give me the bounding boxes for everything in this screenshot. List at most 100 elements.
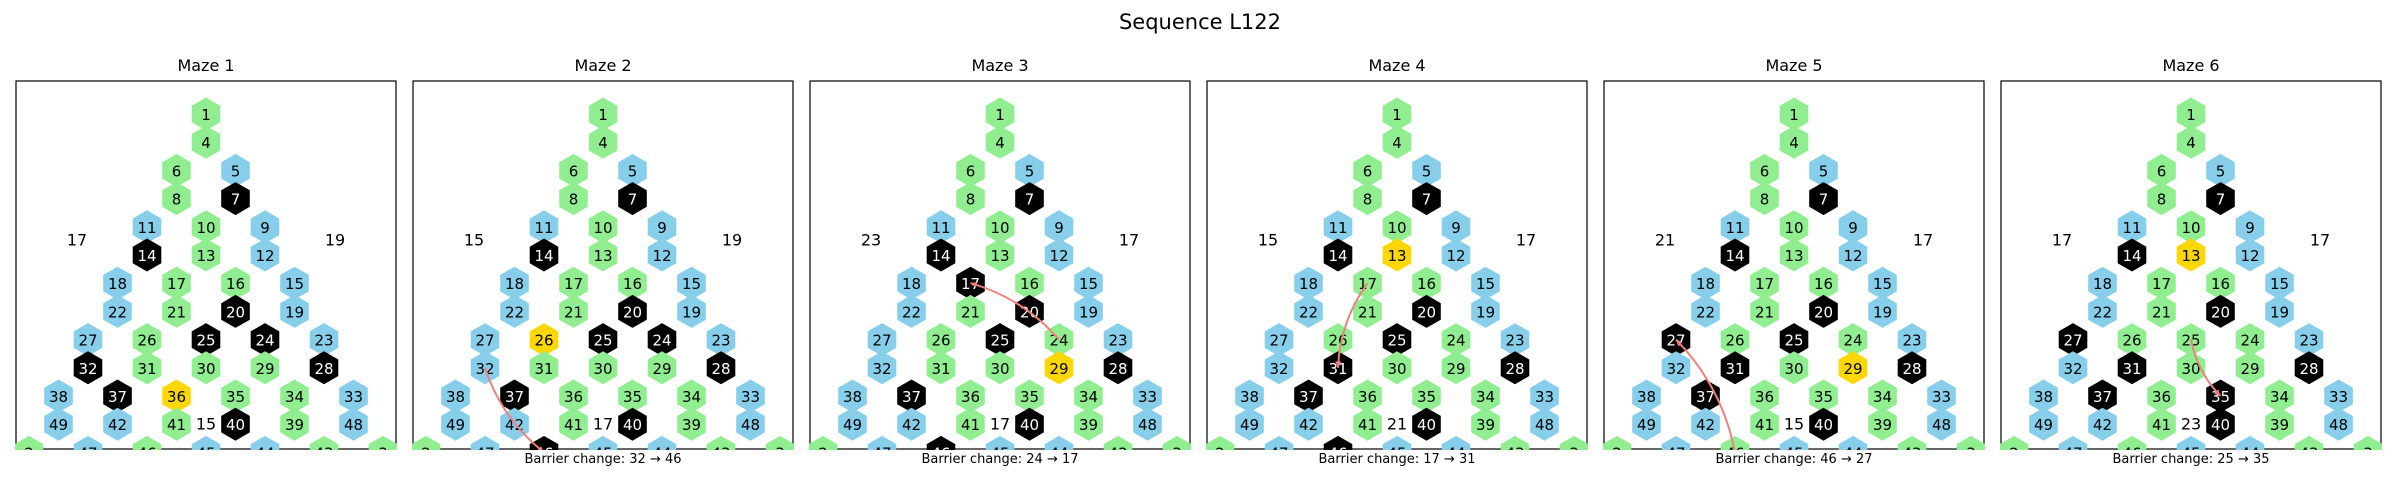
cell-hexagon (1927, 379, 1956, 413)
maze-cell: 8 (162, 182, 191, 216)
left-side-number: 15 (1258, 231, 1278, 250)
cell-label: 35 (226, 388, 245, 406)
cell-label: 8 (2157, 191, 2167, 209)
barrier-change-arrow (1675, 338, 1736, 450)
maze-cell: 48 (1927, 407, 1956, 441)
maze-cell: 19 (677, 294, 706, 328)
maze-cell: 23 (1897, 323, 1927, 357)
maze-cell: 18 (897, 266, 926, 300)
cell-hexagon (985, 125, 1015, 159)
cell-hexagon (867, 323, 897, 357)
maze-panel: Maze 3 1 4 6 5 8 7 11 10 9 14 13 12 18 17 16 15 22 21 20 19 2… (809, 56, 1191, 467)
maze-cell: 47 (867, 435, 897, 450)
cell-label: 46 (1725, 444, 1744, 450)
cell-hexagon (470, 323, 500, 357)
cell-label: 25 (196, 332, 215, 350)
maze-cell: 18 (2088, 266, 2117, 300)
cell-hexagon (1294, 379, 1323, 413)
cell-label: 23 (1108, 332, 1127, 350)
cell-label: 26 (534, 332, 553, 350)
cell-label: 40 (1020, 416, 1039, 434)
cell-hexagon (1750, 407, 1779, 441)
cell-hexagon (2088, 407, 2117, 441)
maze-title: Maze 3 (971, 56, 1029, 75)
maze-cell: 16 (1412, 266, 1441, 300)
maze-cell: 30 (1779, 351, 1809, 385)
maze-cell: 42 (1294, 407, 1323, 441)
maze-cell: 39 (677, 407, 706, 441)
cell-label: 11 (1328, 219, 1347, 237)
cell-hexagon (1632, 407, 1661, 441)
cell-hexagon (529, 323, 559, 357)
maze-cell: 1 (191, 97, 221, 131)
cell-hexagon (1382, 238, 1412, 272)
cell-label: 48 (2329, 416, 2348, 434)
cell-hexagon (926, 210, 956, 244)
cell-label: 40 (226, 416, 245, 434)
cell-label: 13 (1387, 247, 1406, 265)
cell-hexagon (1838, 323, 1868, 357)
cell-hexagon (1838, 210, 1868, 244)
cell-label: 8 (1363, 191, 1373, 209)
cell-hexagon (618, 294, 647, 328)
barrier-cell: 37 (897, 379, 926, 413)
maze-cell: 41 (162, 407, 191, 441)
barrier-cell: 25 (1382, 323, 1412, 357)
cell-label: 32 (78, 360, 97, 378)
cell-hexagon (926, 323, 956, 357)
cell-hexagon (2176, 125, 2206, 159)
cell-label: 3 (775, 444, 785, 450)
maze-cell: 49 (44, 407, 73, 441)
cell-label: 5 (1025, 162, 1035, 180)
maze-cell: 6 (1750, 153, 1779, 187)
maze-panel: Maze 4 1 4 6 5 8 7 11 10 9 14 13 12 18 17 16 15 22 21 20 19 2… (1206, 56, 1588, 467)
cell-label: 46 (534, 444, 553, 450)
cell-hexagon (1471, 266, 1500, 300)
cell-hexagon (2117, 238, 2147, 272)
cell-label: 32 (1666, 360, 1685, 378)
cell-hexagon (339, 407, 368, 441)
cell-hexagon (736, 379, 765, 413)
cell-hexagon (647, 210, 677, 244)
maze-title: Maze 6 (2162, 56, 2220, 75)
cell-label: 17 (1755, 275, 1774, 293)
cell-hexagon (1809, 379, 1838, 413)
cell-label: 43 (314, 444, 333, 450)
right-side-number: 17 (1516, 231, 1536, 250)
maze-cell: 24 (2235, 323, 2265, 357)
cell-hexagon (2147, 266, 2176, 300)
cell-hexagon (706, 323, 736, 357)
cell-label: 12 (1049, 247, 1068, 265)
maze-cell: 31 (926, 351, 956, 385)
cell-hexagon (1323, 323, 1353, 357)
cell-label: 48 (1932, 416, 1951, 434)
maze-title: Maze 1 (177, 56, 235, 75)
cell-label: 2 (818, 444, 828, 450)
maze-cell: 1 (1779, 97, 1809, 131)
maze-cell: 43 (1500, 435, 1530, 450)
maze-cell: 27 (1264, 323, 1294, 357)
cell-label: 4 (2186, 134, 2196, 152)
maze-cell: 43 (706, 435, 736, 450)
barrier-cell: 37 (500, 379, 529, 413)
maze-cell: 41 (956, 407, 985, 441)
arrow-head (537, 446, 543, 450)
cell-hexagon (221, 182, 250, 216)
cell-label: 26 (2122, 332, 2141, 350)
cell-hexagon (1559, 435, 1588, 450)
maze-cell: 17 (2147, 266, 2176, 300)
cell-label: 34 (2270, 388, 2289, 406)
cell-hexagon (44, 407, 73, 441)
cell-hexagon (1720, 351, 1750, 385)
cell-hexagon (985, 97, 1015, 131)
barrier-change-caption: Barrier change: 32 → 46 (524, 452, 682, 467)
maze-cell: 2 (1603, 435, 1632, 450)
cell-hexagon (1294, 294, 1323, 328)
maze-cell: 4 (1382, 125, 1412, 159)
maze-cell: 4 (191, 125, 221, 159)
cell-hexagon (677, 407, 706, 441)
cell-label: 16 (1814, 275, 1833, 293)
cell-hexagon (1471, 407, 1500, 441)
cell-hexagon (309, 323, 339, 357)
maze-cell: 13 (588, 238, 618, 272)
